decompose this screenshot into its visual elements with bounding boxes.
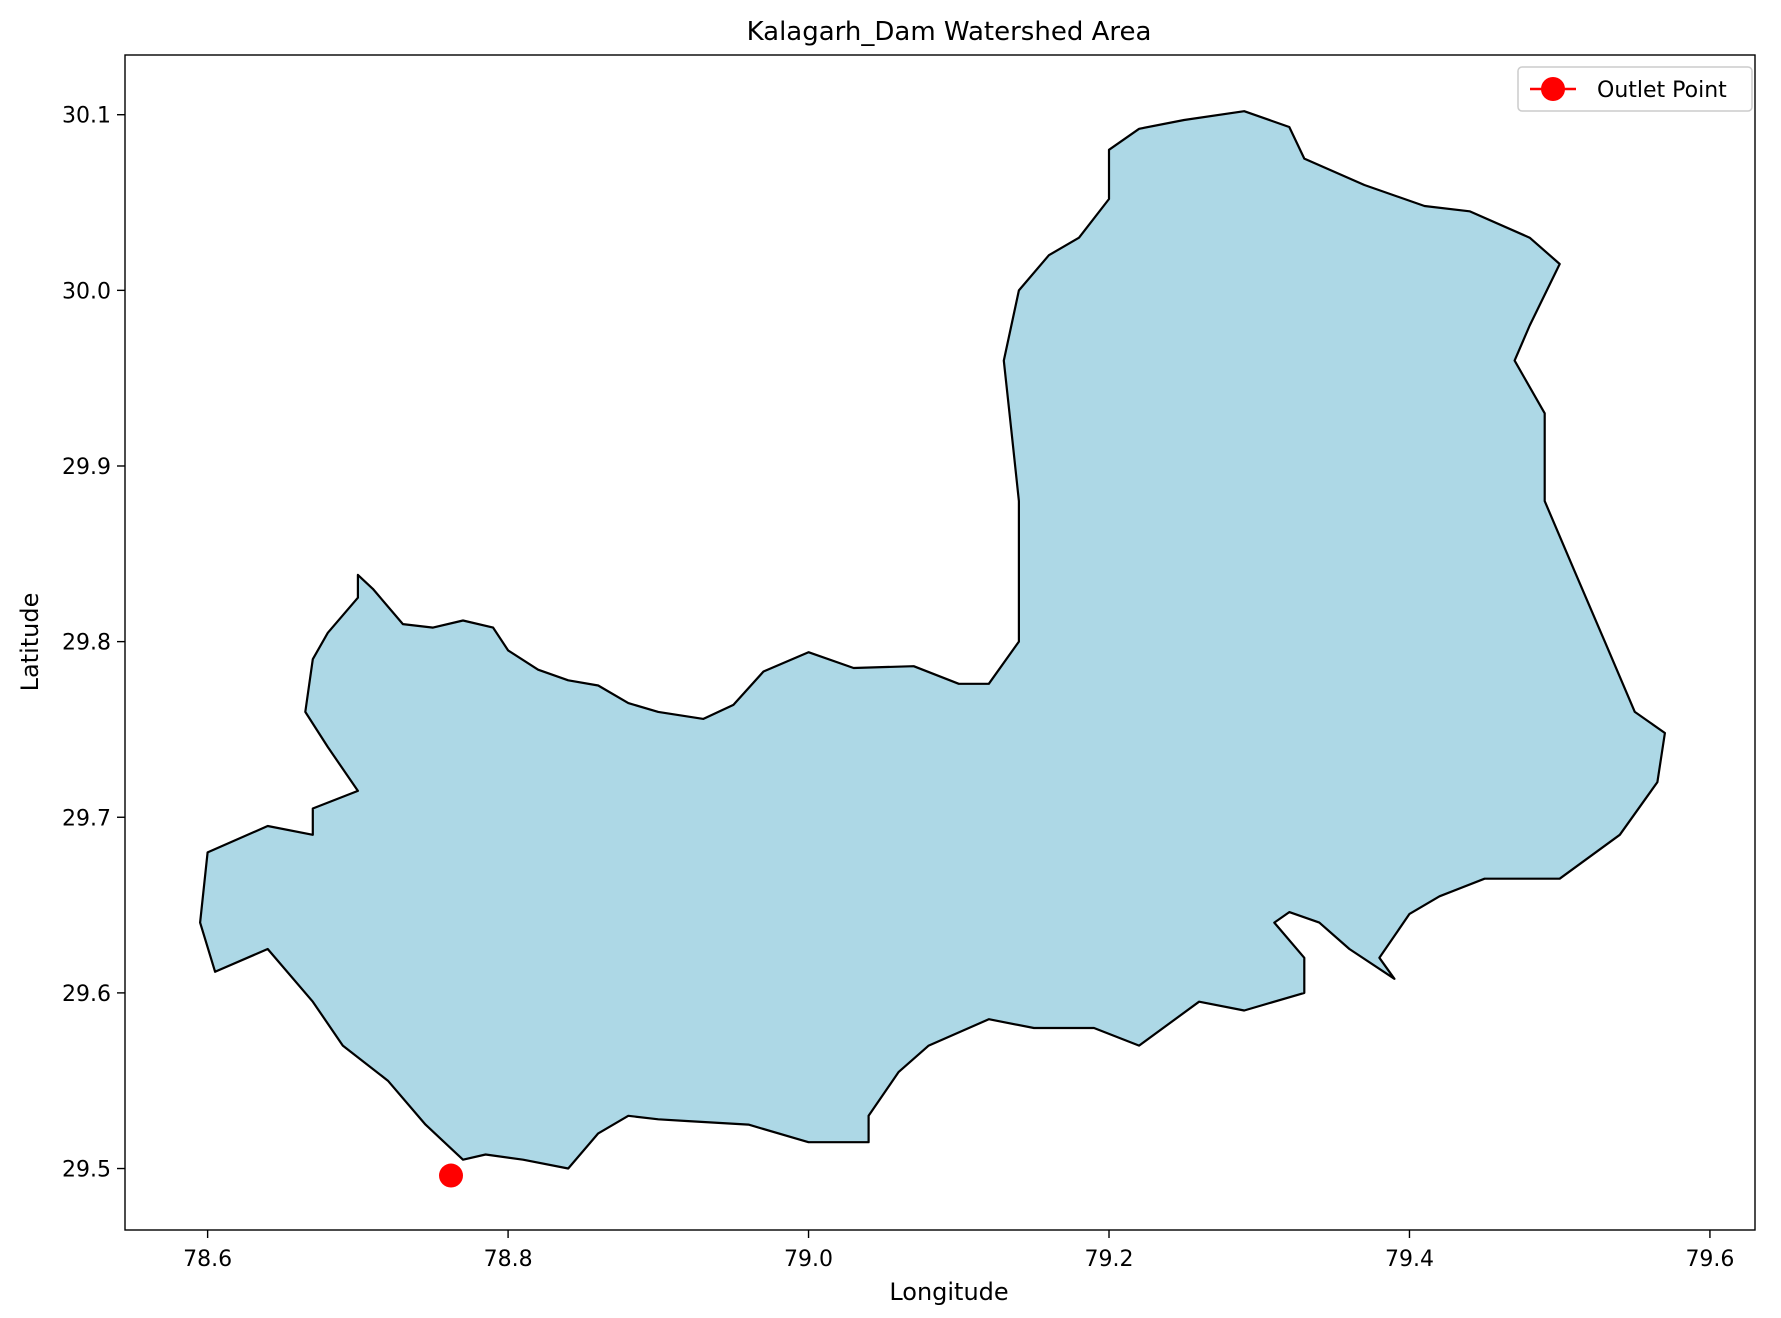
- legend-marker-icon: [1541, 77, 1565, 101]
- y-tick-label: 29.5: [62, 1158, 111, 1183]
- x-tick-label: 78.6: [183, 1247, 232, 1272]
- y-tick-label: 30.0: [62, 279, 111, 304]
- axes-frame: [124, 54, 1756, 1231]
- y-axis-label: Latitude: [16, 593, 44, 692]
- y-tick-label: 29.9: [62, 455, 111, 480]
- legend: Outlet Point: [1517, 66, 1753, 112]
- x-tick-label: 79.4: [1385, 1247, 1434, 1272]
- x-tick-label: 79.2: [1085, 1247, 1134, 1272]
- x-tick-label: 79.6: [1685, 1247, 1734, 1272]
- y-tick-label: 30.1: [62, 104, 111, 129]
- x-tick-label: 79.0: [784, 1247, 833, 1272]
- y-axis-ticks: 29.5 29.6 29.7 29.8 29.9 30.0 30.1: [62, 104, 125, 1183]
- y-tick-label: 29.7: [62, 806, 111, 831]
- watershed-polygon: [199, 110, 1666, 1170]
- outlet-point-marker: [439, 1163, 463, 1188]
- plot-area: [199, 110, 1666, 1188]
- x-axis-label: Longitude: [889, 1278, 1008, 1306]
- x-axis-ticks: 78.6 78.8 79.0 79.2 79.4 79.6: [183, 1230, 1734, 1272]
- legend-label: Outlet Point: [1597, 78, 1727, 103]
- legend-box: [1517, 66, 1753, 112]
- x-tick-label: 78.8: [484, 1247, 533, 1272]
- y-tick-label: 29.6: [62, 982, 111, 1007]
- y-tick-label: 29.8: [62, 631, 111, 656]
- chart-title: Kalagarh_Dam Watershed Area: [747, 17, 1152, 47]
